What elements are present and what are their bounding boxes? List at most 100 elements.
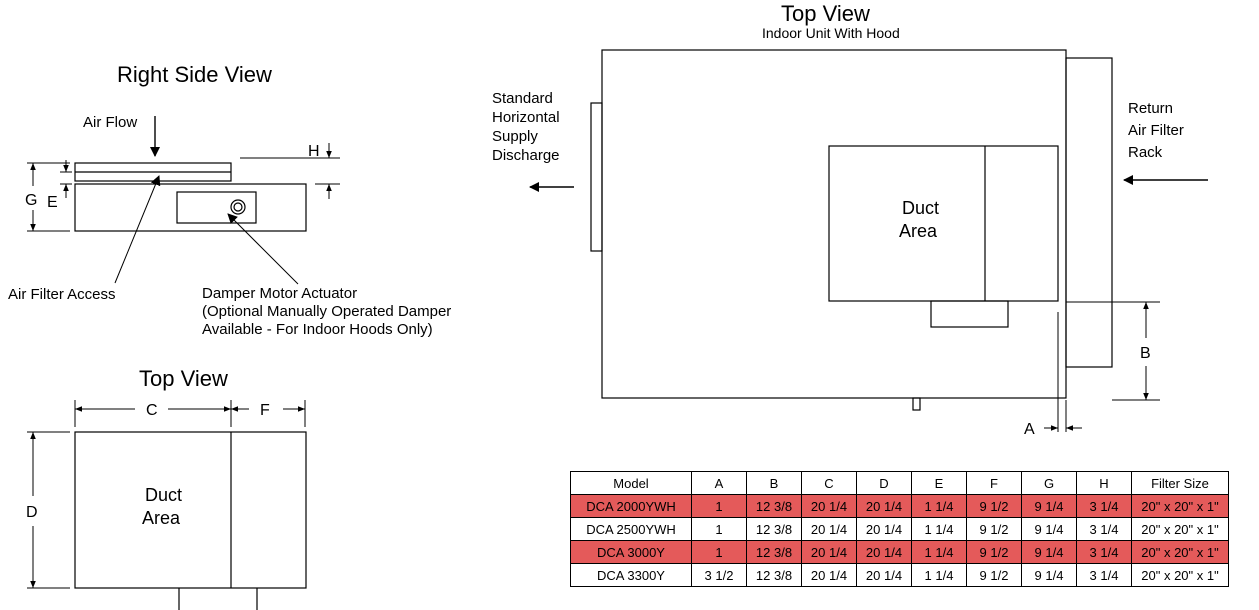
table-cell: 20 1/4	[801, 494, 857, 518]
small-top-view: Top View C F D Duct Area	[26, 366, 307, 610]
main-top-view-subtitle: Indoor Unit With Hood	[762, 25, 900, 41]
table-cell: 20 1/4	[856, 540, 912, 564]
damper-label-line3: Available - For Indoor Hoods Only)	[202, 321, 433, 338]
supply-discharge-flange	[590, 102, 603, 252]
damper-motor-outer	[230, 199, 246, 215]
table-header-cell: A	[691, 471, 747, 495]
table-cell: 20 1/4	[801, 540, 857, 564]
g-dim-label: G	[25, 192, 37, 209]
indoor-unit-outline	[601, 49, 1067, 399]
damper-leader	[227, 213, 299, 285]
c-dim-label: C	[146, 402, 158, 419]
supply-label-line4: Discharge	[492, 147, 560, 164]
table-cell: 9 1/4	[1021, 563, 1077, 587]
return-label-line2: Air Filter	[1128, 122, 1184, 139]
b-dim-label: B	[1140, 345, 1151, 362]
main-duct-area	[828, 145, 1059, 302]
table-header-cell: C	[801, 471, 857, 495]
table-cell: 12 3/8	[746, 517, 802, 541]
return-filter-rack	[1065, 57, 1113, 368]
table-row: DCA 2500YWH 1 12 3/8 20 1/4 20 1/4 1 1/4 9 1/2…	[570, 517, 1229, 541]
table-cell: 20" x 20" x 1"	[1131, 563, 1229, 587]
table-cell: 3 1/4	[1076, 517, 1132, 541]
drain-stub	[912, 397, 921, 411]
table-cell: 20 1/4	[801, 517, 857, 541]
table-cell: 9 1/4	[1021, 517, 1077, 541]
table-cell: 20 1/4	[801, 563, 857, 587]
table-cell: 9 1/2	[966, 563, 1022, 587]
table-cell: 3 1/2	[691, 563, 747, 587]
table-cell-model: DCA 3300Y	[570, 563, 692, 587]
table-header-cell: Filter Size	[1131, 471, 1229, 495]
damper-motor-inner	[233, 202, 243, 212]
table-cell: 3 1/4	[1076, 494, 1132, 518]
small-duct-area-line2: Area	[142, 508, 181, 528]
hood-body	[74, 183, 307, 232]
table-cell: 12 3/8	[746, 563, 802, 587]
damper-label-line2: (Optional Manually Operated Damper	[202, 303, 451, 320]
table-cell-model: DCA 3000Y	[570, 540, 692, 564]
table-header-cell: B	[746, 471, 802, 495]
table-row: DCA 2000YWH 1 12 3/8 20 1/4 20 1/4 1 1/4 9 1/2…	[570, 494, 1229, 518]
h-dim-label: H	[308, 143, 320, 160]
table-cell: 9 1/2	[966, 540, 1022, 564]
air-flow-label: Air Flow	[83, 114, 137, 131]
table-cell: 12 3/8	[746, 540, 802, 564]
main-top-view-title: Top View	[781, 1, 870, 26]
main-duct-area-line2: Area	[899, 221, 938, 241]
table-cell: 20 1/4	[856, 563, 912, 587]
d-dim-label: D	[26, 504, 38, 521]
table-cell: 20" x 20" x 1"	[1131, 540, 1229, 564]
table-cell: 20" x 20" x 1"	[1131, 517, 1229, 541]
table-header-cell: H	[1076, 471, 1132, 495]
table-cell-model: DCA 2000YWH	[570, 494, 692, 518]
table-cell: 20" x 20" x 1"	[1131, 494, 1229, 518]
table-cell: 1	[691, 494, 747, 518]
right-side-view-title: Right Side View	[117, 62, 272, 87]
small-top-view-title: Top View	[139, 366, 228, 391]
small-duct-area-line1: Duct	[145, 485, 182, 505]
e-dim-label: E	[47, 194, 58, 211]
air-filter-access-leader	[114, 175, 161, 284]
table-cell: 9 1/2	[966, 494, 1022, 518]
table-header-cell: G	[1021, 471, 1077, 495]
table-cell: 20 1/4	[856, 494, 912, 518]
table-header-row: Model A B C D E F G H Filter Size	[570, 471, 1229, 495]
damper-box	[176, 191, 257, 224]
model-dimensions-table: Model A B C D E F G H Filter Size DCA 20…	[570, 471, 1229, 587]
main-top-view: Top View Indoor Unit With Hood Standard …	[492, 1, 1208, 438]
table-cell: 1 1/4	[911, 517, 967, 541]
table-cell: 3 1/4	[1076, 540, 1132, 564]
table-cell: 20 1/4	[856, 517, 912, 541]
table-header-cell: E	[911, 471, 967, 495]
supply-label-line3: Supply	[492, 128, 538, 145]
small-unit-outline	[74, 431, 307, 589]
right-side-view: Right Side View Air Flow H G	[8, 62, 451, 338]
main-duct-area-line1: Duct	[902, 198, 939, 218]
table-cell: 1	[691, 540, 747, 564]
table-header-cell: Model	[570, 471, 692, 495]
f-dim-label: F	[260, 402, 270, 419]
table-cell: 9 1/2	[966, 517, 1022, 541]
table-cell-model: DCA 2500YWH	[570, 517, 692, 541]
supply-label-line2: Horizontal	[492, 109, 560, 126]
return-label-line3: Rack	[1128, 144, 1163, 161]
return-label-line1: Return	[1128, 100, 1173, 117]
air-filter-access-label: Air Filter Access	[8, 286, 116, 303]
table-cell: 12 3/8	[746, 494, 802, 518]
damper-label-line1: Damper Motor Actuator	[202, 285, 357, 302]
a-dim-label: A	[1024, 421, 1035, 438]
table-cell: 1 1/4	[911, 494, 967, 518]
main-duct-tab	[930, 300, 1009, 328]
table-cell: 9 1/4	[1021, 540, 1077, 564]
table-cell: 1 1/4	[911, 540, 967, 564]
table-header-cell: F	[966, 471, 1022, 495]
table-cell: 3 1/4	[1076, 563, 1132, 587]
table-row: DCA 3300Y 3 1/2 12 3/8 20 1/4 20 1/4 1 1/4 9 1…	[570, 563, 1229, 587]
table-cell: 1	[691, 517, 747, 541]
table-cell: 9 1/4	[1021, 494, 1077, 518]
table-header-cell: D	[856, 471, 912, 495]
supply-label-line1: Standard	[492, 90, 553, 107]
table-cell: 1 1/4	[911, 563, 967, 587]
